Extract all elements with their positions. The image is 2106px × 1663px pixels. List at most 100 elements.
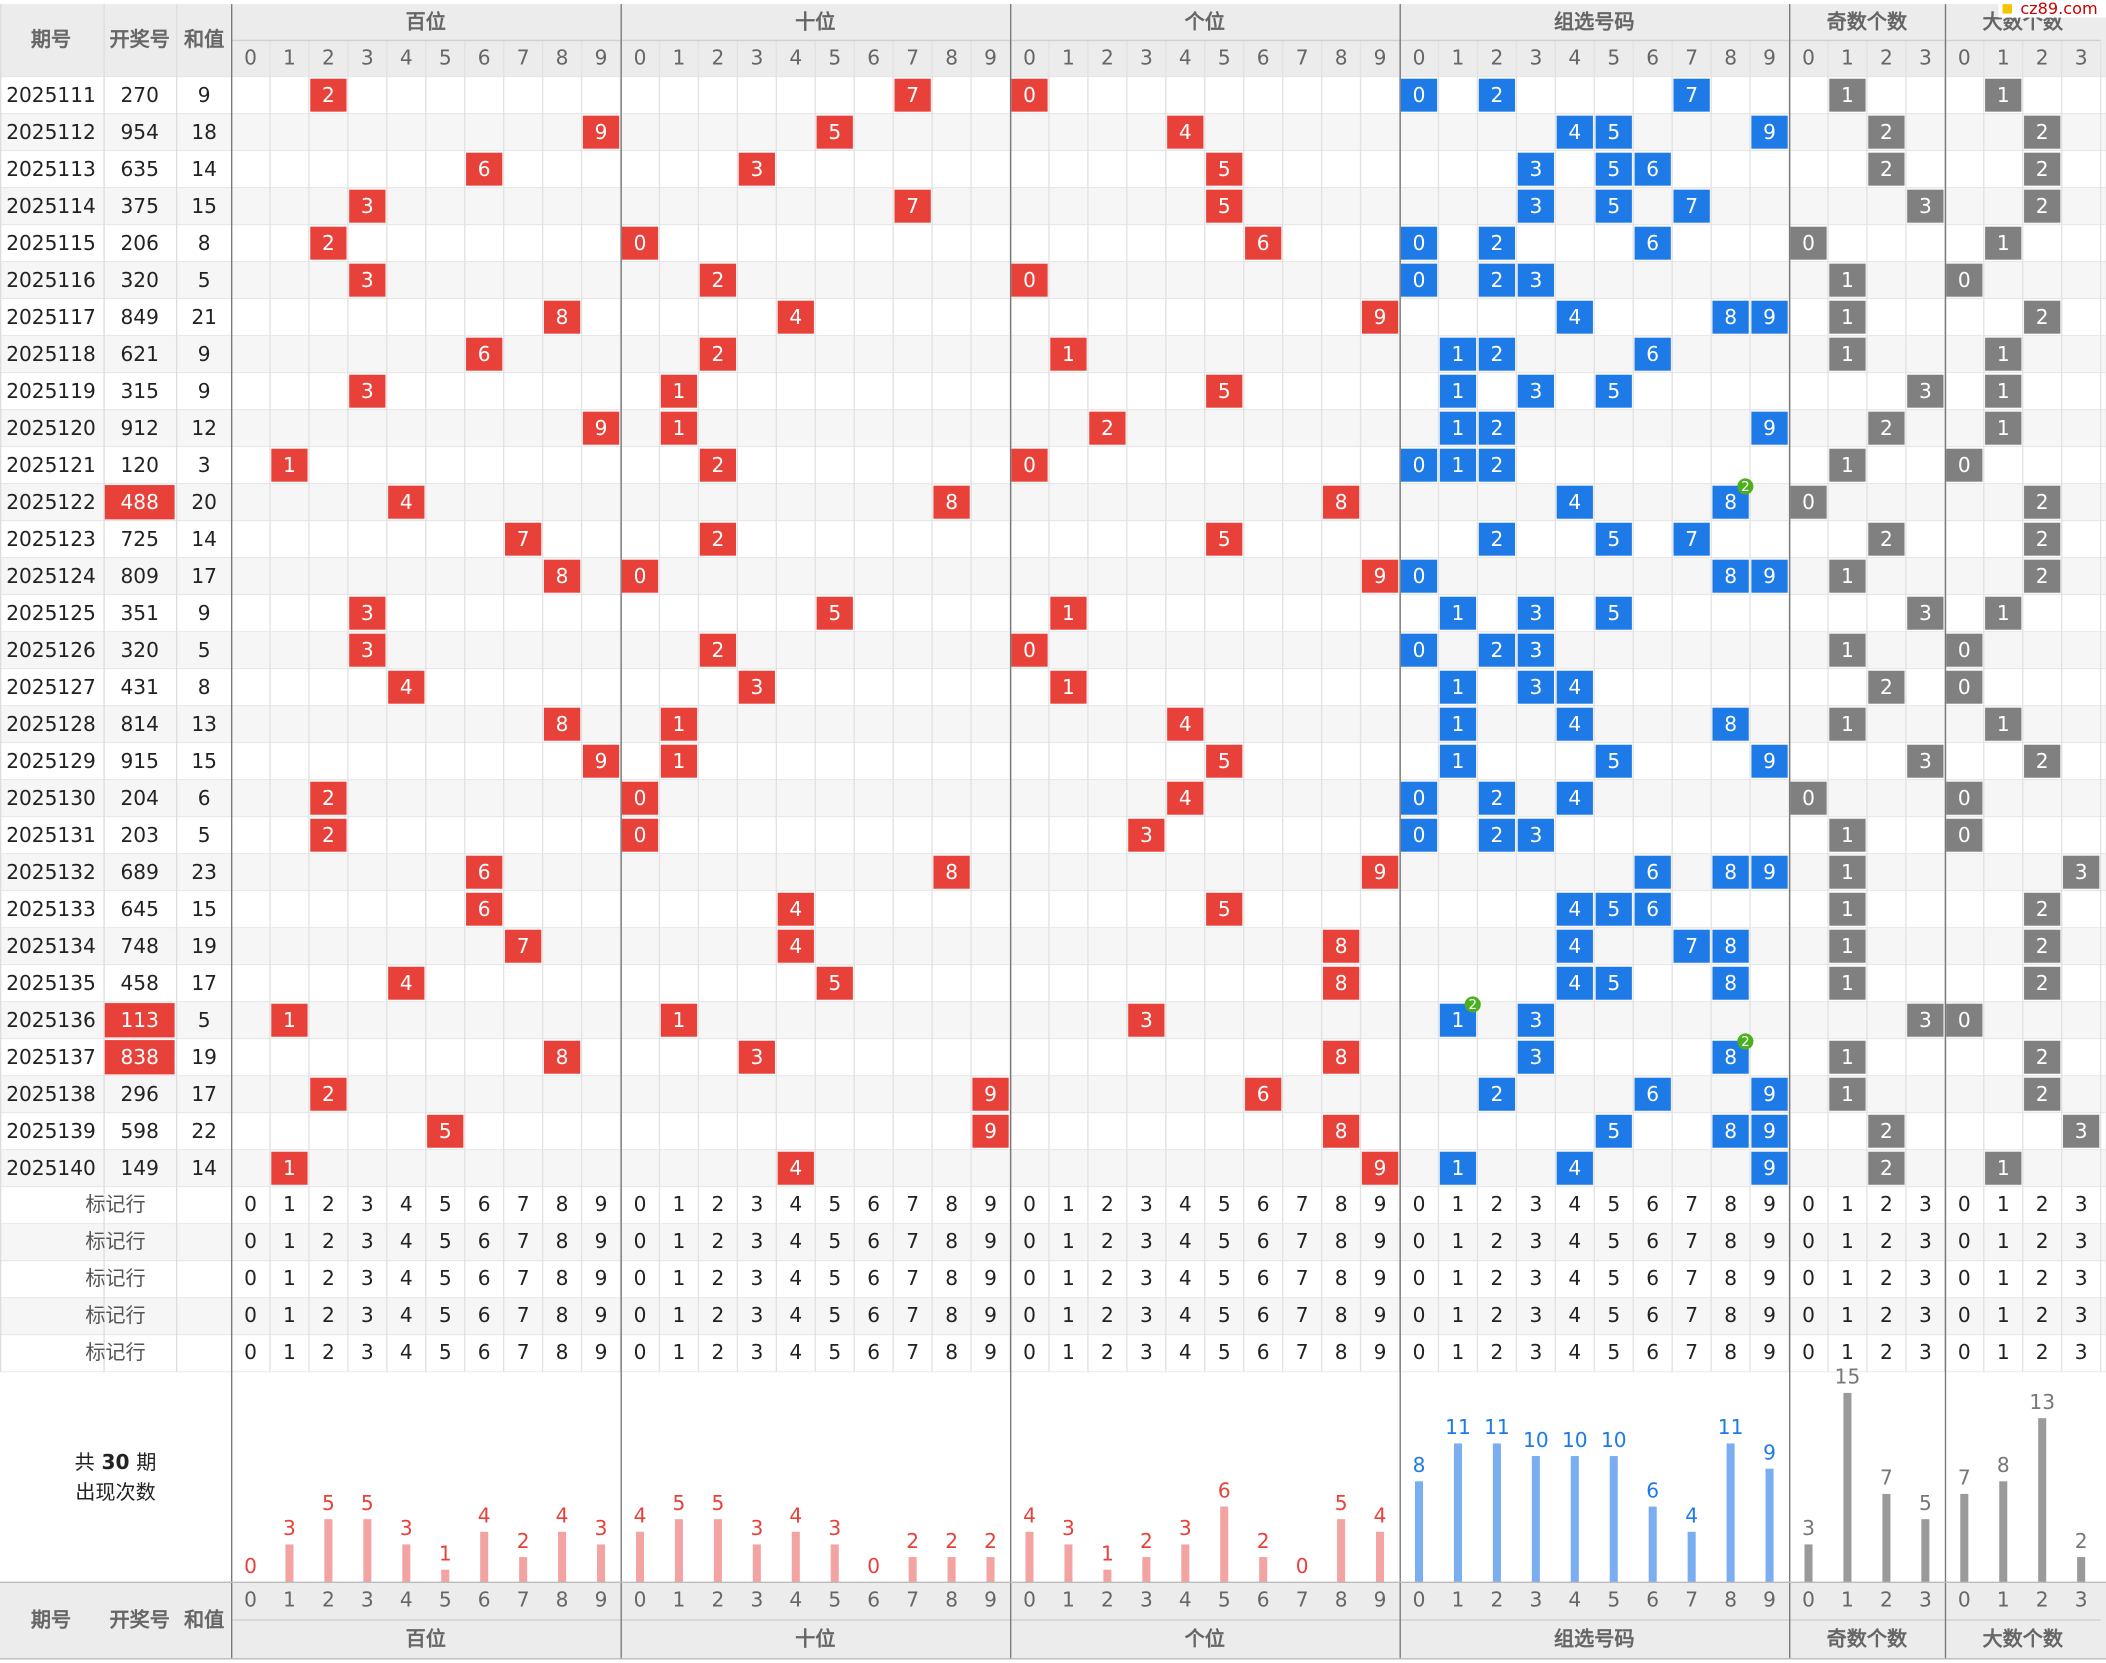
hit-cell — [1868, 670, 1905, 704]
hit-cell — [660, 1003, 698, 1037]
mark-digit: 7 — [1296, 1229, 1309, 1253]
mark-digit: 8 — [556, 1229, 569, 1253]
hit-digit: 4 — [1568, 305, 1581, 329]
mark-digit: 7 — [906, 1303, 919, 1327]
period: 2025140 — [6, 1156, 96, 1180]
hit-cell — [1595, 596, 1632, 630]
hit-digit: 5 — [1607, 157, 1620, 181]
hit-cell — [1751, 559, 1788, 593]
hit-digit: 2 — [322, 1082, 335, 1106]
mark-digit: 9 — [595, 1340, 608, 1364]
mark-digit: 1 — [1452, 1303, 1465, 1327]
mark-digit: 9 — [1374, 1229, 1387, 1253]
count-bar — [1687, 1531, 1696, 1583]
column-digit: 7 — [1296, 1588, 1309, 1612]
hit-cell — [1556, 781, 1593, 815]
hit-digit: 2 — [1490, 231, 1503, 255]
hit-digit: 0 — [1023, 453, 1036, 477]
mark-digit: 5 — [828, 1340, 841, 1364]
mark-digit: 7 — [906, 1229, 919, 1253]
mark-digit: 9 — [595, 1266, 608, 1290]
column-digit: 3 — [2075, 46, 2088, 70]
column-digit: 2 — [1490, 46, 1503, 70]
sum: 9 — [198, 342, 211, 366]
hit-cell — [1985, 374, 2022, 408]
mark-digit: 1 — [1062, 1303, 1075, 1327]
hit-cell — [582, 411, 620, 445]
count-bar — [1103, 1569, 1112, 1583]
hit-digit: 5 — [439, 1119, 452, 1143]
count-label: 11 — [1445, 1415, 1471, 1439]
mark-digit: 4 — [1568, 1266, 1581, 1290]
mark-digit: 9 — [1763, 1340, 1776, 1364]
mark-digit: 1 — [1062, 1192, 1075, 1216]
mark-digit: 0 — [1958, 1303, 1971, 1327]
mark-digit: 2 — [1490, 1229, 1503, 1253]
mark-digit: 1 — [1841, 1340, 1854, 1364]
count-label: 3 — [595, 1516, 608, 1540]
hit-digit: 3 — [1529, 823, 1542, 847]
sum: 9 — [198, 601, 211, 625]
mark-digit: 0 — [634, 1192, 647, 1216]
mark-digit: 8 — [1724, 1303, 1737, 1327]
hit-digit: 2 — [1490, 342, 1503, 366]
hit-cell — [1517, 263, 1554, 297]
mark-digit: 8 — [1335, 1229, 1348, 1253]
hit-digit: 4 — [1568, 1156, 1581, 1180]
mark-digit: 3 — [361, 1303, 374, 1327]
period: 2025124 — [6, 564, 96, 588]
column-digit: 8 — [945, 46, 958, 70]
hit-digit: 5 — [1607, 527, 1620, 551]
mark-row-label: 标记行 — [85, 1340, 145, 1364]
column-digit: 1 — [673, 46, 686, 70]
row-bg — [0, 520, 2106, 559]
period: 2025127 — [6, 675, 96, 699]
column-digit: 6 — [1257, 1588, 1270, 1612]
repeat-badge-text: 2 — [1741, 1035, 1750, 1050]
column-digit: 6 — [478, 1588, 491, 1612]
hit-digit: 0 — [1413, 786, 1426, 810]
hit-cell — [1595, 115, 1632, 149]
hit-cell — [1556, 929, 1593, 963]
sum: 17 — [191, 564, 217, 588]
hit-cell — [1829, 1040, 1866, 1074]
mark-digit: 7 — [1685, 1303, 1698, 1327]
sum: 8 — [198, 675, 211, 699]
column-digit: 7 — [906, 46, 919, 70]
count-label: 8 — [1413, 1453, 1426, 1477]
hit-cell — [2024, 1040, 2061, 1074]
hit-digit: 4 — [1568, 675, 1581, 699]
count-label: 2 — [906, 1529, 919, 1553]
hit-digit: 8 — [1724, 490, 1737, 514]
mark-digit: 3 — [2075, 1229, 2088, 1253]
hit-cell — [2024, 485, 2061, 519]
hit-digit: 1 — [1841, 860, 1854, 884]
hit-cell — [621, 559, 659, 593]
hit-digit: 4 — [789, 1156, 802, 1180]
hit-cell — [1400, 781, 1438, 815]
column-digit: 0 — [634, 1588, 647, 1612]
number: 431 — [120, 675, 158, 699]
hit-digit: 7 — [517, 934, 530, 958]
number-highlight — [104, 485, 175, 520]
hit-cell — [1673, 189, 1710, 223]
hit-digit: 2 — [711, 268, 724, 292]
mark-row-label: 标记行 — [85, 1266, 145, 1290]
hit-cell — [1751, 1114, 1788, 1148]
mark-digit: 6 — [478, 1303, 491, 1327]
hit-digit: 8 — [945, 860, 958, 884]
hit-cell — [466, 337, 503, 371]
mark-digit: 1 — [283, 1340, 296, 1364]
count-label: 2 — [2075, 1529, 2088, 1553]
hit-digit: 2 — [1490, 453, 1503, 477]
mark-digit: 5 — [1607, 1340, 1620, 1364]
hit-cell — [1089, 411, 1126, 445]
row-bg — [0, 1038, 2106, 1077]
count-bar — [635, 1531, 645, 1583]
hit-digit: 2 — [711, 342, 724, 366]
count-label: 1 — [439, 1541, 452, 1565]
column-digit: 0 — [1413, 1588, 1426, 1612]
mark-digit: 5 — [1218, 1229, 1231, 1253]
hit-digit: 0 — [634, 786, 647, 810]
hit-cell — [388, 966, 425, 1000]
